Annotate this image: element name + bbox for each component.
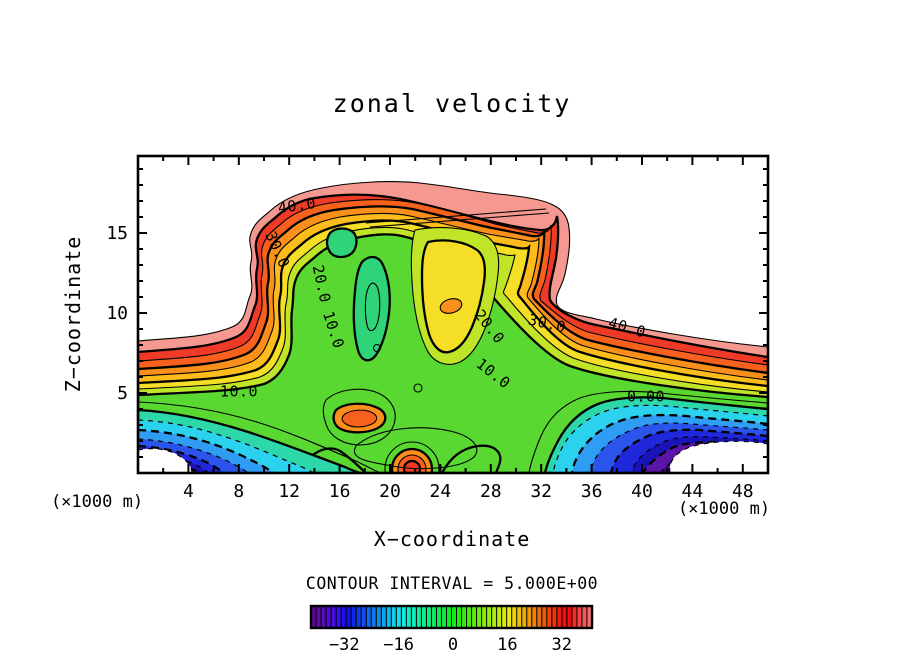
thin-loop-bottom [353,427,478,470]
colorbar-tick-label: 0 [448,635,458,654]
x-unit-label-left: (×1000 m) [51,492,143,512]
colorbar-tick-label: 32 [552,635,572,654]
y-tick-label: 15 [106,223,128,244]
chart-title: zonal velocity [333,89,572,118]
plot-frame [136,154,770,475]
colorbar-tick-label: 16 [497,635,517,654]
tiny-contour-ring-2 [413,383,423,393]
interior-orange-spot [439,298,463,314]
colorbar-tick-label: −16 [383,635,414,654]
contour-label: 10.0 [220,383,258,401]
x-tick-label: 32 [530,481,552,502]
x-unit-label-right: (×1000 m) [678,499,770,519]
interior-yellow-patch [420,239,487,354]
plume-core-banana [352,255,391,362]
crease-line-1 [365,208,547,224]
plume-core-small [325,227,358,259]
y-tick-label: 5 [117,383,128,404]
bullseye-yellow-ring [384,441,440,473]
thin-5-line-left [138,401,381,473]
x-tick-label: 4 [183,481,194,502]
x-tick-label: 36 [581,481,603,502]
colorbar [310,605,594,629]
blob-deep-orange-core [341,409,378,428]
contour-interval-label: CONTOUR INTERVAL = 5.000E+00 [306,574,598,593]
x-tick-label: 8 [233,481,244,502]
x-tick-label: 16 [329,481,351,502]
colorbar-frame [309,604,594,630]
crease-line-2 [369,212,550,228]
y-tick-label: 10 [106,303,128,324]
x-tick-label: 48 [732,481,754,502]
x-tick-label: 24 [430,481,452,502]
thick-10-meander-right [440,444,502,473]
contour-label: 40.0 [277,194,317,217]
thin-5-line-right [528,390,768,473]
axis-ticks [138,156,769,473]
y-axis-title: Z−coordinate [61,236,85,393]
contour-fill-layers [138,181,768,473]
x-axis-title: X−coordinate [374,527,531,551]
plume-core-inner-line [364,282,381,332]
x-tick-label: 12 [278,481,300,502]
blob-yellow-halo [322,388,396,446]
contour-label: 0.00 [627,388,665,406]
x-tick-label: 20 [379,481,401,502]
x-tick-label: 40 [631,481,653,502]
colorbar-tick-label: −32 [329,635,360,654]
x-tick-label: 28 [480,481,502,502]
colorbar-tick-labels: −32 −16 0 16 32 [329,635,572,654]
tiny-contour-ring-1 [372,343,382,353]
white-pocket-left [138,448,193,473]
x-tick-label: 44 [682,481,704,502]
